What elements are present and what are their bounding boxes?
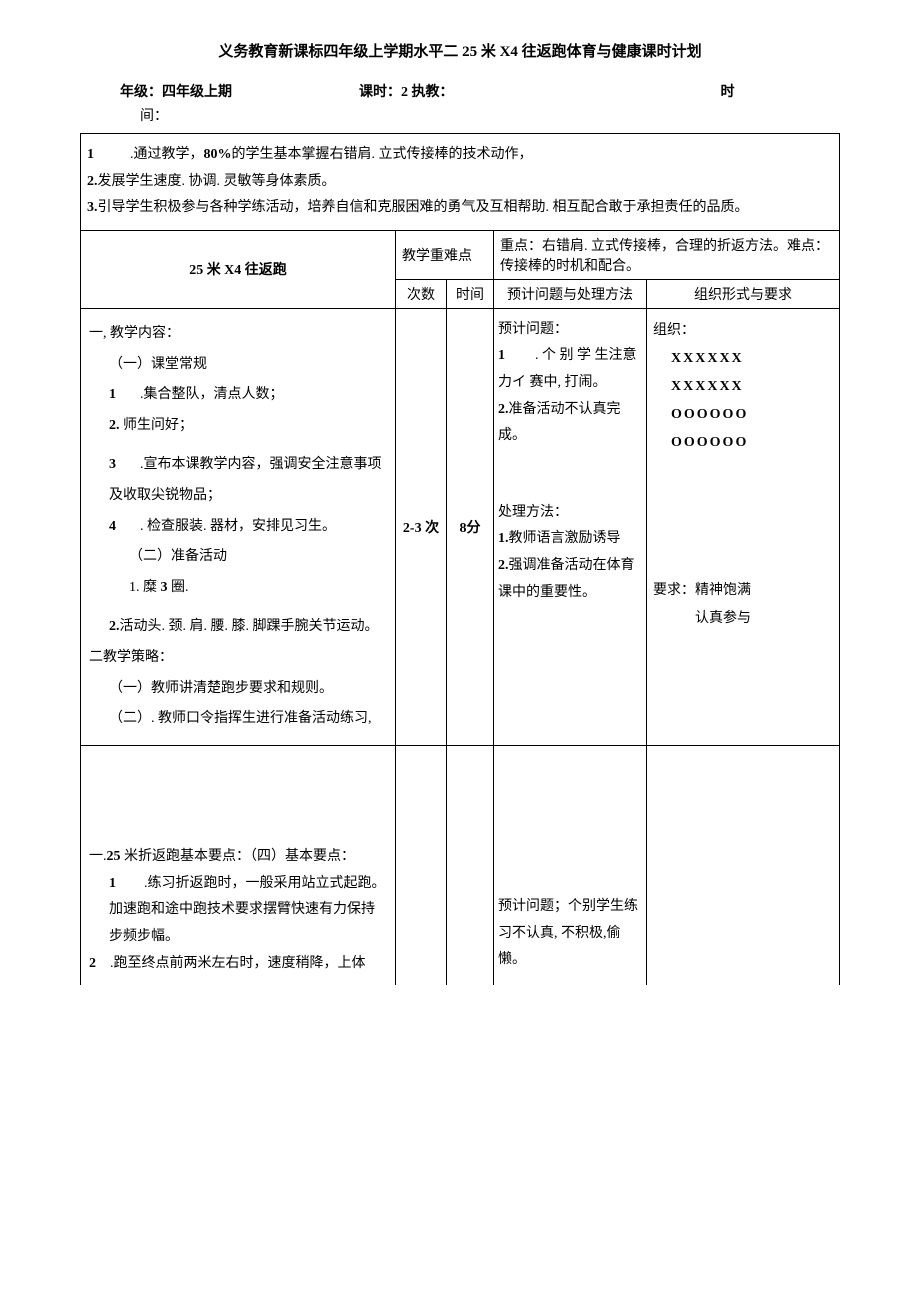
s1-l1: 一, 教学内容：	[89, 326, 180, 341]
s2-l3-num: 2	[89, 956, 96, 971]
s1-p1-num: 1	[498, 348, 505, 363]
s2-l2-num: 1	[109, 876, 116, 891]
s1-f4: OOOOOO	[653, 429, 833, 457]
col-org-header: 组织形式与要求	[647, 279, 840, 308]
s1-m1-text: 教师语言激励诱导	[509, 531, 621, 546]
s1-l9-text: 活动头. 颈. 肩. 腰. 膝. 脚踝手腕关节运动。	[120, 619, 379, 634]
s2-l1-text: 米折返跑基本要点：（四）基本要点：	[121, 849, 356, 864]
difficulty-label-cell: 教学重难点	[396, 230, 494, 279]
s2-problem-text: 预计问题；个别学生练习不认真, 不积极,偷懒。	[498, 894, 642, 974]
time-label-part2: 间：	[140, 109, 168, 124]
time-label-part1: 时	[721, 85, 735, 100]
subject-cell: 25 米 X4 往返跑	[81, 230, 396, 308]
obj1-rest: 的学生基本掌握右错肩. 立式传接棒的技术动作，	[232, 147, 533, 162]
s1-l7: （二）准备活动	[89, 542, 387, 573]
col-time-header: 时间	[447, 279, 494, 308]
s1-l6-num: 4	[109, 519, 116, 534]
s1-times: 2-3 次	[396, 308, 447, 745]
lesson-table: 1.通过教学，80%的学生基本掌握右错肩. 立式传接棒的技术动作， 2.发展学生…	[80, 133, 840, 985]
col-problem-header: 预计问题与处理方法	[494, 279, 647, 308]
obj2-num: 2.	[87, 174, 98, 189]
obj1-num: 1	[87, 147, 94, 162]
s1-l2: （一）课堂常规	[89, 350, 387, 381]
s1-l3-num: 1	[109, 387, 116, 402]
s2-l2-text: .练习折返跑时，一般采用站立式起跑。加速跑和途中跑技术要求摆臂快速有力保持步频步…	[109, 876, 386, 944]
s1-l8-post: 圈.	[168, 580, 189, 595]
s1-time: 8分	[447, 308, 494, 745]
s1-l12: （二）. 教师口令指挥生进行准备活动练习,	[89, 704, 387, 735]
s2-times	[396, 746, 447, 985]
s1-l10: 二教学策略：	[89, 650, 173, 665]
s1-m1-num: 1.	[498, 531, 509, 546]
header-row2: 间：	[80, 105, 840, 125]
section1-content: 一, 教学内容： （一）课堂常规 1 .集合整队，清点人数； 2. 师生问好； 3…	[81, 308, 396, 745]
s1-req: 要求：精神饱满	[653, 577, 833, 605]
s1-l4-num: 2.	[109, 418, 120, 433]
s1-p2-text: 准备活动不认真完成。	[498, 402, 621, 444]
s1-l4-text: 师生问好；	[120, 418, 194, 433]
obj1-text1: .通过教学，	[130, 147, 204, 162]
obj3-text: 引导学生积极参与各种学练活动，培养自信和克服困难的勇气及互相帮助. 相互配合敢于…	[98, 200, 749, 215]
s1-problem: 预计问题： 1. 个 别 学 生注意力イ 赛中, 打闹。 2.准备活动不认真完成…	[494, 308, 647, 745]
section2-content: 一.25 米折返跑基本要点：（四）基本要点： 1.练习折返跑时，一般采用站立式起…	[81, 746, 396, 985]
obj3-num: 3.	[87, 200, 98, 215]
col-times-header: 次数	[396, 279, 447, 308]
s1-m2-text: 强调准备活动在体育课中的重要性。	[498, 558, 635, 600]
page-title: 义务教育新课标四年级上学期水平二 25 米 X4 往返跑体育与健康课时计划	[80, 40, 840, 61]
s2-problem: 预计问题；个别学生练习不认真, 不积极,偷懒。	[494, 746, 647, 985]
s1-p2-num: 2.	[498, 402, 509, 417]
s1-l5-text: .宣布本课教学内容，强调安全注意事项及收取尖锐物品；	[109, 457, 382, 503]
s2-org	[647, 746, 840, 985]
s1-org-title: 组织：	[653, 317, 833, 345]
s2-l3-text: .跑至终点前两米左右时，速度稍降，上体	[110, 956, 366, 971]
s1-m2-num: 2.	[498, 558, 509, 573]
s1-f2: XXXXXX	[653, 373, 833, 401]
s1-l9-num: 2.	[109, 619, 120, 634]
s1-l8-pre: 1. 糜	[129, 580, 161, 595]
grade-value: 四年级上期	[162, 85, 232, 100]
teacher-label: 执教：	[412, 85, 454, 100]
s1-l3-text: .集合整队，清点人数；	[140, 387, 284, 402]
s1-p1-text: . 个 别 学 生注意力イ 赛中, 打闹。	[498, 348, 637, 390]
grade-label: 年级：	[120, 85, 162, 100]
obj2-text: 发展学生速度. 协调. 灵敏等身体素质。	[98, 174, 336, 189]
s1-method-title: 处理方法：	[498, 500, 642, 527]
s1-f1: XXXXXX	[653, 345, 833, 373]
period-label: 课时：	[359, 85, 401, 100]
s1-org: 组织： XXXXXX XXXXXX OOOOOO OOOOOO 要求：精神饱满 …	[647, 308, 840, 745]
s1-l5-num: 3	[109, 457, 116, 472]
period-value: 2	[401, 85, 408, 100]
s1-req2: 认真参与	[653, 605, 833, 633]
s1-l11: （一）教师讲清楚跑步要求和规则。	[89, 674, 387, 705]
s1-l8-num: 3	[161, 580, 168, 595]
s1-problem-title: 预计问题：	[498, 317, 642, 344]
header-row: 年级：四年级上期 课时：2 执教： 时	[80, 81, 840, 101]
objectives-cell: 1 .通过教学，80%的学生基本掌握右错肩. 立式传接棒的技术动作， 2.发展学生…	[81, 134, 840, 231]
s1-f3: OOOOOO	[653, 401, 833, 429]
s2-l1-pre: 一.	[89, 849, 107, 864]
s2-time	[447, 746, 494, 985]
s1-l6-text: . 检查服装. 器材，安排见习生。	[140, 519, 336, 534]
s2-l1-bold: 25	[107, 849, 121, 864]
difficulty-text-cell: 重点：右错肩. 立式传接棒，合理的折返方法。难点：传接棒的时机和配合。	[494, 230, 840, 279]
obj1-pct: 80%	[204, 147, 232, 162]
